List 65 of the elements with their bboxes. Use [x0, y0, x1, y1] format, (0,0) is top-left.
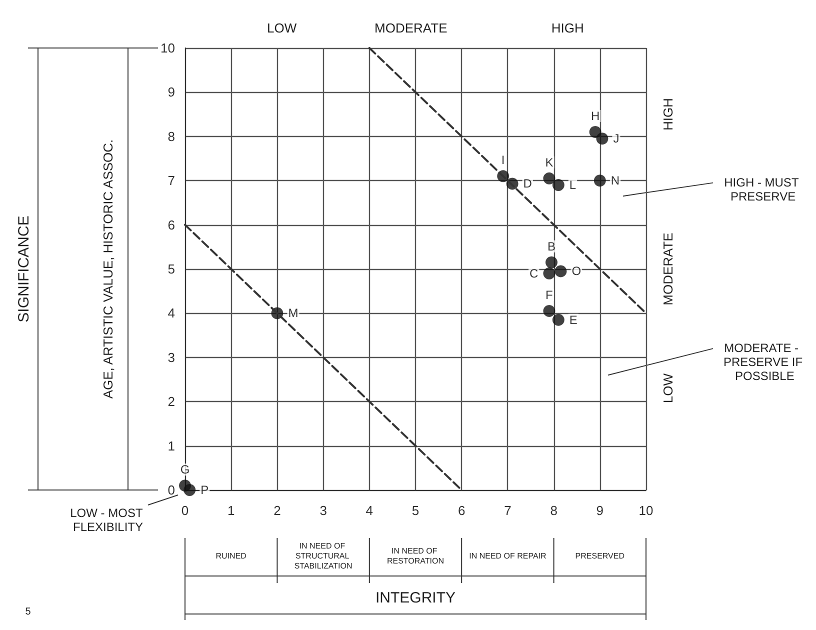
y-tick-label: 5	[168, 262, 175, 276]
text: IN NEED OF RESTORATION	[386, 546, 444, 566]
data-label: P	[200, 483, 209, 497]
x-tick-label: 6	[458, 503, 466, 518]
text: LOW	[660, 372, 676, 404]
text: AGE, ARTISTIC VALUE, HISTORIC ASSOC.	[100, 139, 116, 399]
data-label: F	[546, 288, 553, 302]
text: HIGH	[551, 20, 584, 36]
x-tick-label: 7	[504, 503, 512, 518]
x-tick-label: 5	[412, 503, 420, 518]
text: 5	[25, 606, 32, 618]
text: HIGH - MUST PRESERVE	[724, 175, 802, 204]
data-label: L	[569, 178, 576, 192]
text: LOW - MOST FLEXIBILITY	[70, 506, 146, 534]
data-label: M	[288, 306, 298, 320]
text: LOW	[266, 20, 298, 36]
data-label: B	[547, 239, 556, 254]
data-label: H	[590, 108, 600, 123]
data-label: I	[501, 153, 505, 168]
y-tick-label: 0	[168, 482, 175, 498]
data-label: K	[545, 155, 554, 170]
text: SIGNIFICANCE	[16, 216, 32, 322]
x-tick-label: 4	[366, 503, 374, 518]
text: MODERATE - PRESERVE IF POSSIBLE	[723, 340, 803, 383]
text: IN NEED OF STRUCTURAL STABILIZATION	[294, 542, 352, 570]
point	[546, 256, 558, 268]
point	[554, 265, 567, 278]
x-tick-label: 9	[596, 503, 604, 518]
y-tick-label: 7	[168, 173, 175, 188]
x-tick-label: 3	[320, 503, 327, 518]
text: MODERATE	[660, 232, 676, 306]
point	[543, 267, 556, 280]
x-tick-label: 0	[181, 503, 189, 518]
point	[552, 314, 564, 326]
point	[184, 484, 196, 496]
x-tick-label: 1	[227, 503, 235, 518]
text: RUINED	[216, 552, 247, 560]
text: MODERATE	[374, 20, 448, 36]
y-tick-label: 9	[168, 84, 175, 100]
data-label: N	[610, 174, 620, 188]
y-tick-label: 6	[168, 217, 175, 232]
data-label: D	[523, 176, 532, 191]
data-label: O	[572, 264, 582, 278]
y-tick-label: 1	[168, 438, 175, 454]
text: INTEGRITY	[375, 590, 456, 606]
text: IN NEED OF REPAIR	[469, 552, 547, 560]
point	[543, 304, 556, 317]
text: HIGH	[660, 98, 676, 131]
text: PRESERVED	[575, 552, 625, 560]
point	[594, 174, 606, 187]
y-tick-label: 3	[168, 350, 175, 365]
point	[596, 132, 608, 145]
x-tick-label: 2	[274, 503, 281, 518]
x-tick-label: 10	[638, 503, 654, 518]
y-tick-label: 4	[168, 306, 175, 321]
data-label: G	[180, 462, 190, 477]
data-label: J	[613, 132, 620, 146]
y-tick-label: 10	[160, 40, 175, 56]
point	[543, 172, 556, 184]
point	[552, 179, 564, 192]
data-label: C	[530, 266, 539, 280]
data-label: E	[569, 312, 578, 327]
x-tick-label: 8	[550, 503, 558, 518]
y-tick-label: 8	[168, 128, 175, 144]
y-tick-label: 2	[168, 394, 175, 410]
